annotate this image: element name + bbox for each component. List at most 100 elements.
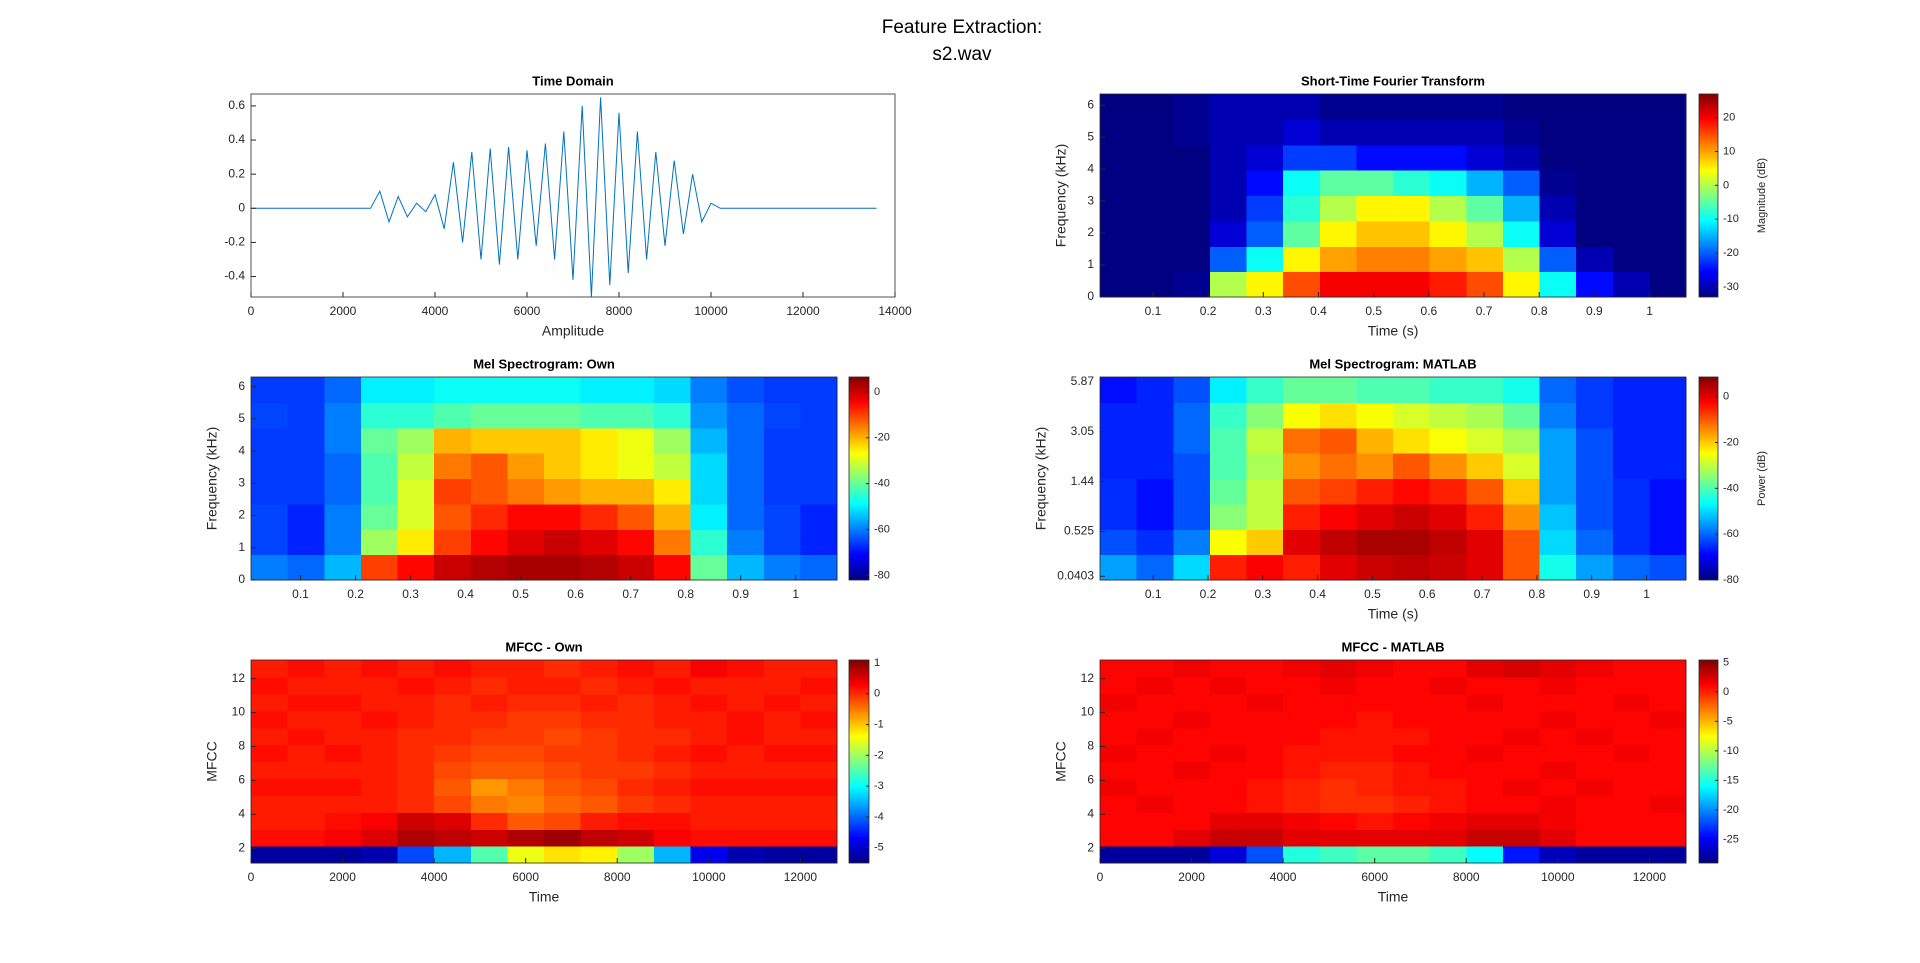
heatmap-cell xyxy=(1393,144,1431,171)
heatmap-cell xyxy=(1209,119,1248,146)
heatmap-cell xyxy=(690,710,728,729)
heatmap-cell xyxy=(397,676,435,695)
heatmap-cell xyxy=(800,744,838,763)
y-tick-label: 1 xyxy=(1087,257,1094,271)
heatmap-cell xyxy=(1100,119,1138,146)
heatmap-cell xyxy=(1136,795,1174,813)
heatmap-cell xyxy=(1429,220,1467,247)
heatmap-cell xyxy=(1649,693,1687,712)
y-tick-label: 1.44 xyxy=(1071,474,1095,488)
colorbar-tick-label: -30 xyxy=(1723,281,1739,293)
heatmap-cell xyxy=(617,503,655,530)
heatmap-cell xyxy=(544,846,582,864)
colorbar-tick-label: -5 xyxy=(1723,715,1733,727)
heatmap-cell xyxy=(1502,554,1541,581)
colorbar-tick-label: 0 xyxy=(1723,391,1729,403)
x-axis-label: Time xyxy=(529,889,560,905)
heatmap-cell xyxy=(690,529,728,556)
heatmap-cell xyxy=(800,693,838,712)
heatmap-cell xyxy=(287,727,325,746)
heatmap-cell xyxy=(800,529,838,556)
heatmap-cell xyxy=(1429,761,1467,780)
heatmap-cell xyxy=(434,402,472,429)
heatmap-cell xyxy=(1283,812,1321,830)
heatmap-cell xyxy=(287,693,325,712)
heatmap-cell xyxy=(1246,427,1284,454)
heatmap-cell xyxy=(1173,660,1211,678)
heatmap-cell xyxy=(1136,554,1174,581)
heatmap-cell xyxy=(1539,795,1577,813)
heatmap-cell xyxy=(653,529,692,556)
heatmap-cell xyxy=(544,660,582,678)
heatmap-cell xyxy=(1246,119,1284,146)
heatmap-cell xyxy=(470,693,508,712)
y-tick-label: 6 xyxy=(238,379,245,393)
heatmap-cell xyxy=(1319,676,1357,695)
heatmap-cell xyxy=(1246,660,1284,678)
heatmap-cell xyxy=(397,453,435,480)
heatmap-cell xyxy=(1649,727,1687,746)
heatmap-cell xyxy=(1356,170,1394,197)
heatmap-cell xyxy=(544,427,582,454)
colorbar xyxy=(848,659,870,864)
heatmap-cell xyxy=(1356,271,1394,298)
heatmap-cell xyxy=(251,427,289,454)
heatmap-cell xyxy=(1319,727,1357,746)
colorbar-tick-label: -1 xyxy=(874,718,884,730)
colorbar-tick-label: -60 xyxy=(1723,528,1739,540)
heatmap-cell xyxy=(544,402,582,429)
heatmap-cell xyxy=(1429,427,1467,454)
heatmap-cell xyxy=(1649,144,1687,171)
heatmap-cell xyxy=(1393,778,1431,796)
heatmap-cell xyxy=(1576,119,1614,146)
heatmap-cell xyxy=(1612,710,1650,729)
axes-background xyxy=(251,94,895,297)
axes-title: Mel Spectrogram: MATLAB xyxy=(1309,356,1476,371)
heatmap-cell xyxy=(324,727,362,746)
heatmap-cell xyxy=(1209,829,1248,847)
heatmap-cell xyxy=(690,377,728,403)
heatmap-cell xyxy=(1612,812,1650,830)
heatmap-cell xyxy=(1136,478,1174,505)
heatmap-cell xyxy=(1173,271,1211,298)
heatmap-cell xyxy=(690,453,728,480)
heatmap-cell xyxy=(1283,220,1321,247)
heatmap-cell xyxy=(1173,478,1211,505)
heatmap-cell xyxy=(690,846,728,864)
heatmap-cell xyxy=(727,676,765,695)
heatmap-cell xyxy=(1649,170,1687,197)
heatmap-cell xyxy=(1100,246,1138,273)
heatmap-cell xyxy=(1612,94,1650,120)
colorbar-tick-label: -40 xyxy=(874,478,890,490)
heatmap-cell xyxy=(653,710,692,729)
heatmap-cell xyxy=(1283,94,1321,120)
colorbar-tick-label: -25 xyxy=(1723,833,1739,845)
heatmap-cell xyxy=(1393,744,1431,763)
heatmap-cell xyxy=(800,846,838,864)
heatmap-cell xyxy=(1100,710,1138,729)
heatmap-cell xyxy=(617,453,655,480)
heatmap-cell xyxy=(727,529,765,556)
colorbar-tick-label: -40 xyxy=(1723,482,1739,494)
heatmap-cell xyxy=(653,846,692,864)
heatmap-cell xyxy=(1100,554,1138,581)
heatmap-cell xyxy=(324,503,362,530)
heatmap-cell xyxy=(653,427,692,454)
heatmap-cell xyxy=(1429,778,1467,796)
heatmap-cell xyxy=(1502,761,1541,780)
heatmap-cell xyxy=(1246,727,1284,746)
heatmap-cell xyxy=(1173,676,1211,695)
heatmap-cell xyxy=(763,402,801,429)
x-tick-label: 0.9 xyxy=(1586,304,1603,318)
heatmap-cell xyxy=(434,503,472,530)
heatmap-cell xyxy=(287,453,325,480)
heatmap-cell xyxy=(1576,503,1614,530)
heatmap-cell xyxy=(1356,829,1394,847)
heatmap-cell xyxy=(507,660,545,678)
heatmap-cell xyxy=(1100,478,1138,505)
heatmap-cell xyxy=(580,427,618,454)
heatmap-cell xyxy=(1100,271,1138,298)
heatmap-cell xyxy=(1466,119,1504,146)
heatmap-cell xyxy=(1466,812,1504,830)
